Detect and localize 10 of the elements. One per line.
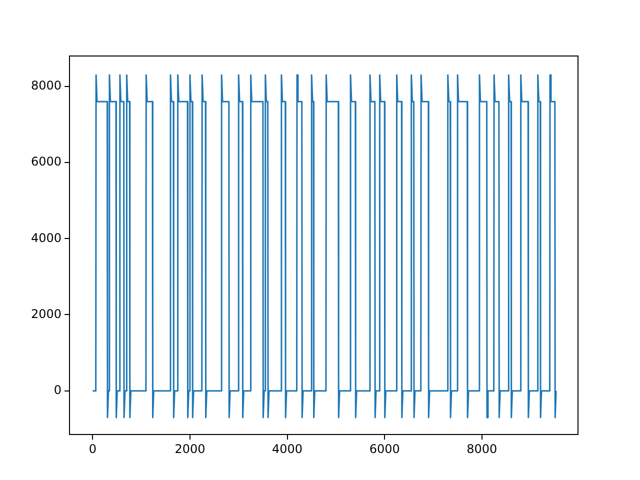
x-tick-label: 0 [88,442,96,456]
y-tick-label: 6000 [30,154,62,169]
y-tick-label: 2000 [30,306,62,321]
y-tick-label: 0 [54,382,62,397]
x-tick-label: 8000 [466,442,498,456]
x-tick-label: 4000 [272,442,303,456]
y-tick-label: 4000 [30,230,62,245]
x-tick-label: 2000 [174,442,206,456]
x-tick-label: 6000 [369,442,400,456]
y-tick-label: 8000 [30,78,62,93]
